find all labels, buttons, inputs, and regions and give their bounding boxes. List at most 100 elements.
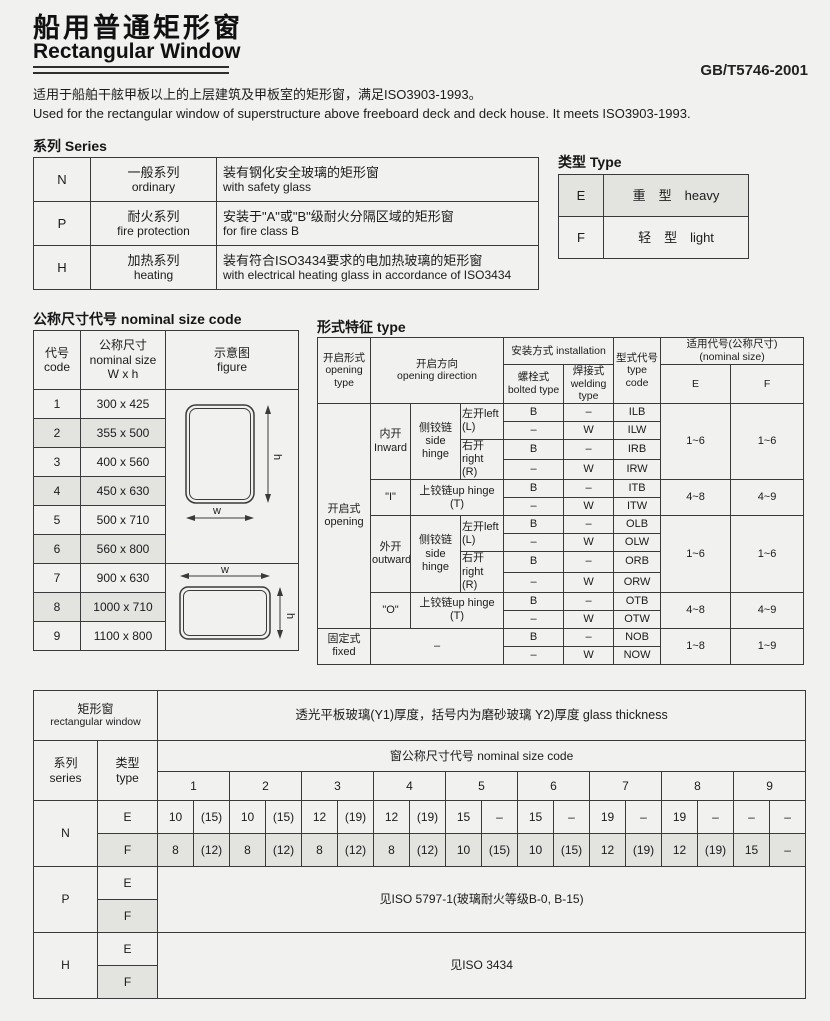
- glass-value: (12): [409, 833, 446, 867]
- hdr-code-en: type code: [625, 364, 649, 389]
- size-header-figure: 示意图 figure: [165, 330, 299, 390]
- left-open-zh: 左开left: [462, 520, 499, 533]
- bolt-cell: B: [503, 515, 565, 535]
- side-hinge-en1: side: [425, 547, 446, 560]
- size-header-row: 代号 code 公称尺寸 nominal size W x h 示意图 figu…: [33, 330, 299, 390]
- range-f-cell: 4~9: [730, 479, 805, 517]
- glass-series-n: N: [33, 800, 98, 867]
- glass-row-p-e: P E 见ISO 5797-1(玻璃耐火等级B-0, B-15): [33, 866, 807, 933]
- glass-corner: 矩形窗 rectangular window: [33, 690, 158, 741]
- feature-row: 固定式 fixed – B – NOB 1~8 1~9: [317, 627, 805, 665]
- series-row-h: H 加热系列 heating 装有符合ISO3434要求的电加热玻璃的矩形窗 w…: [33, 245, 539, 290]
- type-code-cell: IRB: [613, 438, 662, 461]
- size-code-cell: 2: [33, 418, 81, 448]
- nominal-size-table: 代号 code 公称尺寸 nominal size W x h 示意图 figu…: [33, 330, 299, 651]
- right-open-label: 右开right (R): [459, 551, 505, 593]
- range-f-cell: 1~9: [730, 627, 805, 665]
- glass-row-p-f: F: [34, 899, 806, 933]
- size-header-code: 代号 code: [33, 330, 81, 390]
- glass-row-h-f: F: [34, 965, 806, 999]
- series-name-zh: 加热系列: [127, 252, 180, 268]
- feature-header-bolted: 螺栓式 bolted type: [503, 364, 565, 404]
- feature-header-row-1: 开启形式 opening type 开启方向 opening direction…: [317, 337, 805, 404]
- type-row-e: E 重 型 heavy: [558, 174, 749, 217]
- weld-cell: W: [563, 645, 615, 665]
- hdr-weld-zh: 焊接式: [572, 365, 605, 377]
- weld-cell: W: [563, 609, 615, 629]
- glass-value: (19): [337, 800, 374, 834]
- glass-type-f: F: [97, 833, 158, 867]
- outward-en: outward: [372, 554, 411, 567]
- size-row: 7 900 x 630 w h: [33, 563, 299, 651]
- glass-value: –: [697, 800, 734, 834]
- glass-series-p: P: [33, 866, 98, 933]
- glass-type-header: 类型 type: [97, 740, 158, 801]
- opening-en: opening: [324, 515, 364, 528]
- type-code-cell: ORW: [613, 571, 662, 593]
- standard-number: GB/T5746-2001: [700, 62, 808, 79]
- weld-cell: W: [563, 459, 615, 481]
- fixed-en: fixed: [332, 646, 356, 659]
- bolt-cell: –: [503, 609, 565, 629]
- glass-value: 12: [301, 800, 338, 834]
- size-header-size: 公称尺寸 nominal size W x h: [80, 330, 166, 390]
- figure-portrait-cell: h w: [165, 389, 299, 564]
- series-desc: 安装于"A"或"B"级耐火分隔区域的矩形窗 for fire class B: [216, 201, 539, 246]
- size-code-cell: 6: [33, 534, 81, 564]
- glass-value: 10: [445, 833, 482, 867]
- page-title-chinese: 船用普通矩形窗: [33, 13, 243, 43]
- inward-en: Inward: [373, 441, 408, 454]
- type-table: E 重 型 heavy F 轻 型 light: [558, 174, 749, 259]
- fixed-direction-cell: –: [369, 627, 505, 665]
- weld-cell: W: [563, 571, 615, 593]
- hdr-nominal-en: (nominal size): [699, 351, 765, 363]
- outward-label: 外开 outward: [370, 515, 411, 593]
- hdr-direction-en: opening direction: [397, 370, 477, 383]
- glass-type-f: F: [97, 899, 158, 933]
- opening-zh: 开启式: [327, 502, 361, 515]
- right-open-label: 右开right (R): [459, 438, 505, 481]
- weld-cell: W: [563, 533, 615, 553]
- feature-header-f: F: [730, 364, 805, 404]
- feature-header-welding: 焊接式 welding type: [563, 364, 615, 404]
- glass-header-row-2: 系列 series 类型 type 窗公称尺寸代号 nominal size c…: [33, 740, 807, 801]
- feature-row: "I" 上铰链up hinge (T) B – ITB 4~8 4~9: [318, 479, 805, 517]
- weld-cell: –: [563, 438, 615, 461]
- page-title-english: Rectangular Window: [33, 40, 241, 63]
- right-open-zh: 右开right: [462, 552, 484, 578]
- right-open-zh: 右开right: [462, 439, 484, 465]
- size-code-cell: 4: [33, 476, 81, 506]
- hdr-opening-en2: type: [334, 376, 354, 389]
- feature-row: 右开right (R) B – ORB: [318, 551, 804, 593]
- figure-w-label: w: [220, 565, 229, 576]
- size-row: 9 1100 x 800: [33, 621, 299, 651]
- i-type-label: "I": [370, 479, 411, 517]
- type-code-cell: OLB: [613, 515, 662, 535]
- glass-col: 9: [732, 771, 807, 801]
- left-open-label: 左开left (L): [459, 515, 505, 553]
- bolt-cell: B: [503, 551, 565, 573]
- description-chinese: 适用于船舶干舷甲板以上的上层建筑及甲板室的矩形窗，满足ISO3903-1993。: [33, 87, 482, 102]
- opening-group-label: 开启式 opening: [317, 402, 371, 629]
- glass-value: 19: [661, 800, 698, 834]
- feature-row: 外开 outward 侧铰链 side hinge 左开left (L) B –…: [318, 515, 805, 593]
- glass-row-n-e: N E 10 (15) 10 (15) 12 (19) 12 (19) 15 –…: [33, 800, 807, 867]
- bolt-cell: –: [503, 420, 565, 440]
- glass-corner-en: rectangular window: [50, 716, 141, 729]
- weld-cell: W: [563, 420, 615, 440]
- type-code-cell: ITW: [613, 497, 662, 517]
- glass-value: (19): [697, 833, 734, 867]
- feature-header-installation: 安装方式 installation: [503, 337, 615, 365]
- side-hinge-label: 侧铰链 side hinge: [410, 515, 461, 593]
- glass-value: –: [768, 833, 807, 867]
- size-header-size-unit: W x h: [107, 367, 139, 382]
- series-name-en: heating: [133, 268, 174, 283]
- glass-value: 10: [517, 833, 554, 867]
- glass-note: 透光平板玻璃(Y1)厚度，括号内为磨砂玻璃 Y2)厚度 glass thickn…: [156, 690, 807, 741]
- size-value-cell: 400 x 560: [80, 447, 166, 477]
- range-f-cell: 1~6: [730, 402, 805, 481]
- hdr-install-en: installation: [556, 344, 606, 357]
- glass-h-note: 见ISO 3434: [156, 932, 807, 999]
- type-code-cell: ORB: [613, 551, 662, 573]
- weld-cell: W: [563, 497, 615, 517]
